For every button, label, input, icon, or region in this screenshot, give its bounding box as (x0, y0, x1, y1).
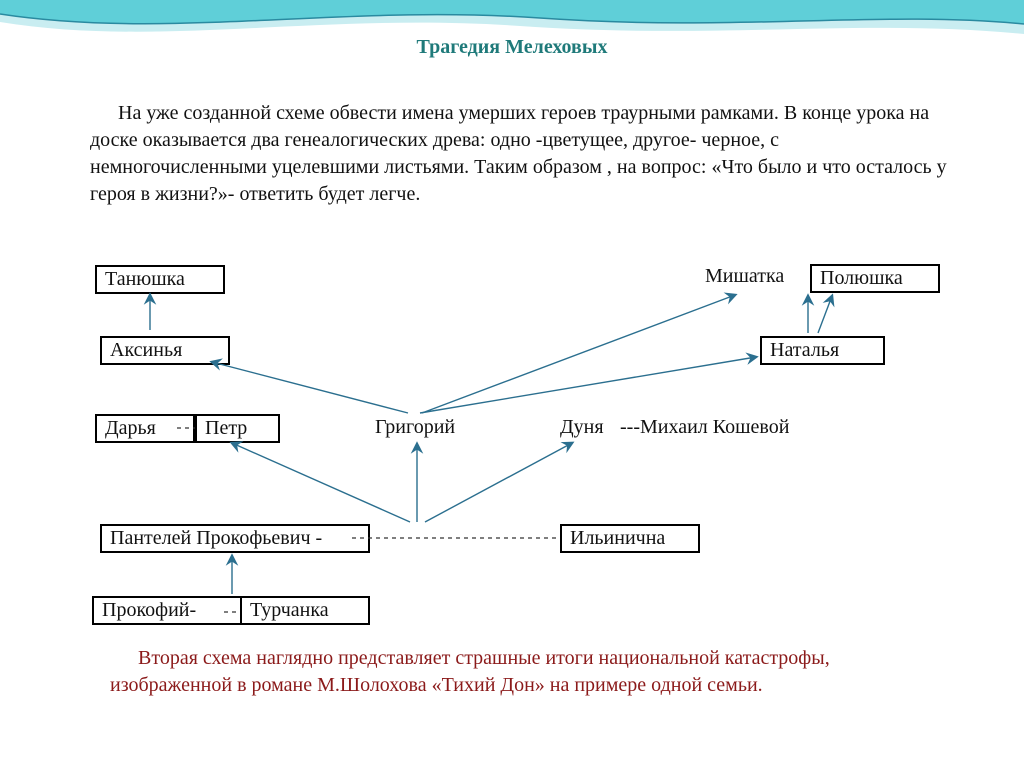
node-darya: Дарья (95, 414, 195, 443)
node-petr: Петр (195, 414, 280, 443)
node-mikhail: ---Михаил Кошевой (620, 416, 789, 439)
node-prokofiy: Прокофий- (92, 596, 242, 625)
node-natalya: Наталья (760, 336, 885, 365)
node-mishatka: Мишатка (705, 265, 784, 288)
node-polyushka: Полюшка (810, 264, 940, 293)
node-ilinichna: Ильинична (560, 524, 700, 553)
node-pantelei: Пантелей Прокофьевич - (100, 524, 370, 553)
node-dunya: Дуня (560, 416, 604, 439)
node-turchanka: Турчанка (240, 596, 370, 625)
node-grigory: Григорий (375, 416, 455, 439)
node-aksinya: Аксинья (100, 336, 230, 365)
conclusion-paragraph: Вторая схема наглядно представляет страш… (110, 645, 940, 699)
conclusion-text: Вторая схема наглядно представляет страш… (110, 645, 940, 699)
node-tanyushka: Танюшка (95, 265, 225, 294)
